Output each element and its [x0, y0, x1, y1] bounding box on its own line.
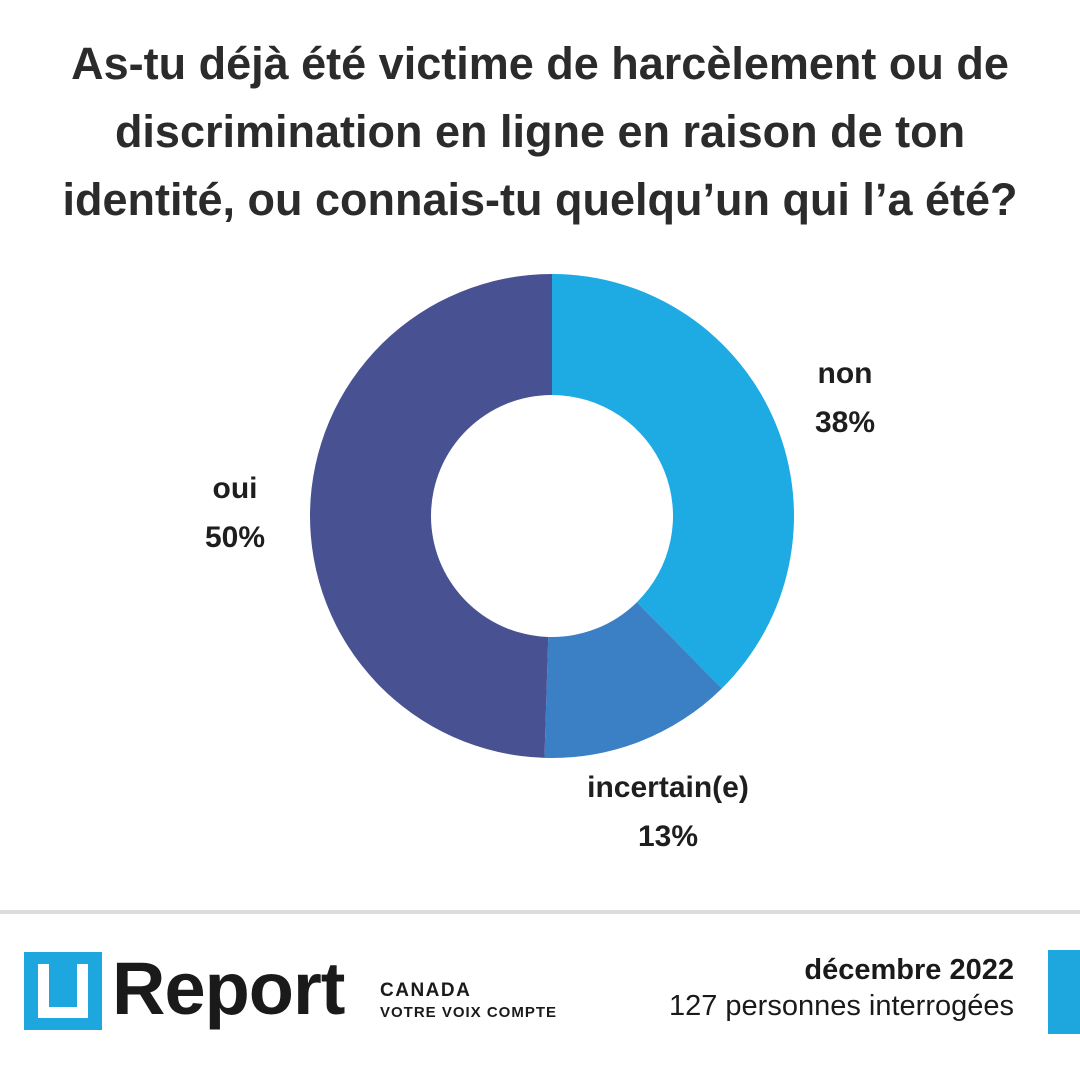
- brand-country: CANADA: [380, 980, 472, 1001]
- donut-slice-non: [552, 274, 794, 689]
- chart-title: As-tu déjà été victime de harcèlement ou…: [20, 30, 1060, 234]
- title-line-1: As-tu déjà été victime de harcèlement ou…: [71, 38, 1009, 89]
- slice-value-label: 38%: [815, 406, 875, 439]
- brand-name: Report: [112, 947, 345, 1030]
- donut-chart: non 38% incertain(e) 13% oui 50%: [205, 274, 875, 853]
- slice-label: oui: [213, 472, 258, 505]
- survey-date: décembre 2022: [804, 954, 1014, 986]
- donut-labels: non 38% incertain(e) 13% oui 50%: [205, 357, 875, 853]
- slice-value-label: 50%: [205, 521, 265, 554]
- u-report-logo-icon: [24, 952, 102, 1030]
- title-line-3: identité, ou connais-tu quelqu’un qui l’…: [62, 174, 1018, 225]
- title-line-2: discrimination en ligne en raison de ton: [114, 106, 966, 157]
- survey-respondents: 127 personnes interrogées: [668, 990, 1014, 1022]
- donut-slice-incertaine: [544, 602, 722, 758]
- donut-slice-oui: [310, 274, 552, 758]
- brand-edge-bar: [1048, 950, 1080, 1034]
- brand-tagline: VOTRE VOIX COMPTE: [380, 1004, 558, 1021]
- slice-label: non: [818, 357, 873, 390]
- slice-label: incertain(e): [587, 771, 749, 804]
- footer-divider: [0, 910, 1080, 914]
- donut-slices: [310, 274, 794, 758]
- slice-value-label: 13%: [638, 820, 698, 853]
